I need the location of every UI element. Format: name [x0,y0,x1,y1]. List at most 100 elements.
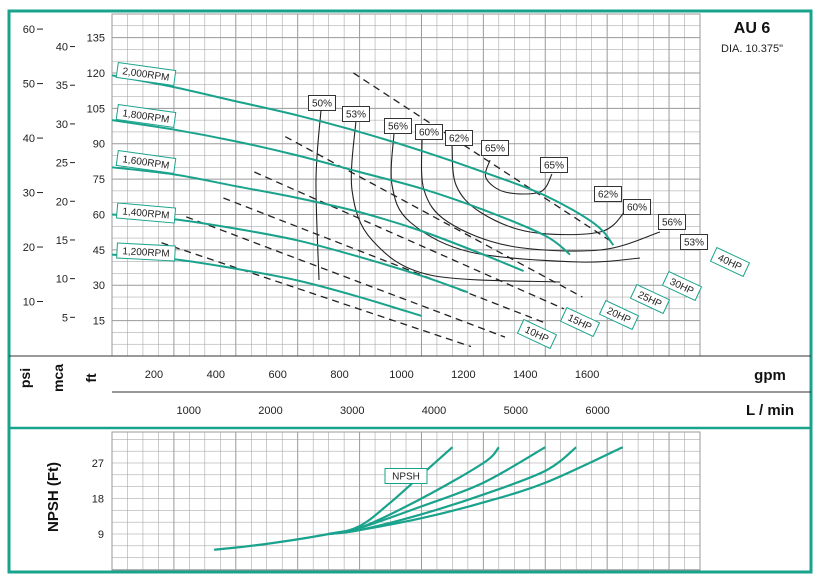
efficiency-label-text: 62% [598,190,618,201]
axis-ticks: 1351201059075604530154035302520151056050… [23,24,610,541]
mca-tick-label: 25 [56,158,68,170]
gpm-tick-label: 1200 [451,369,475,381]
rpm-label-text: 1,400RPM [122,206,170,221]
rpm-label: 1,200RPM [116,242,176,262]
efficiency-line [315,109,322,281]
ft-tick-label: 120 [87,68,105,80]
efficiency-label-box [540,157,568,173]
mca-tick-label: 30 [56,119,68,131]
efficiency-line [350,119,561,283]
npsh-curve-label: NPSH [384,468,428,484]
efficiency-label-text: 60% [419,128,439,139]
efficiency-label-text: 65% [544,161,564,172]
efficiency-label-box [623,199,651,215]
npsh-tick-label: 18 [92,494,104,506]
efficiency-label: 65% [481,140,509,156]
rpm-label-box [115,149,177,175]
power-line-label-box [598,299,640,331]
psi-tick-label: 20 [23,242,35,254]
efficiency-label: 65% [540,157,568,173]
power-line-label-box [709,246,751,278]
lmin-tick-label: 4000 [422,405,446,417]
efficiency-label-box [415,124,443,140]
efficiency-label: 62% [594,186,622,202]
mca-tick-label: 10 [56,274,68,286]
ft-tick-label: 45 [93,245,105,257]
efficiency-label: 53% [680,234,708,250]
efficiency-label-box [594,186,622,202]
npsh-curve-label-box [384,468,428,484]
psi-tick-label: 40 [23,133,35,145]
efficiency-label: 56% [384,118,412,134]
efficiency-label-box [658,214,686,230]
efficiency-label-text: 53% [346,110,366,121]
efficiency-label-text: 62% [449,134,469,145]
efficiency-label-box [342,106,370,122]
rpm-curve [111,166,524,273]
power-line [161,242,472,348]
power-line-label-box [516,318,558,350]
ft-tick-label: 15 [93,316,105,328]
efficiency-label-box [680,234,708,250]
power-line [223,197,546,324]
lmin-tick-label: 1000 [177,405,201,417]
npsh-curve [328,446,624,536]
efficiency-label: 60% [623,199,651,215]
efficiency-label-box [384,118,412,134]
rpm-label: 2,000RPM [115,61,177,87]
rpm-label-text: 1,200RPM [122,246,170,259]
mca-tick-label: 15 [56,235,68,247]
efficiency-label-box [445,130,473,146]
rpm-label: 1,800RPM [115,103,177,129]
gpm-tick-label: 1600 [575,369,599,381]
power-lines [161,72,614,348]
npsh-tick-label: 9 [98,529,104,541]
gpm-tick-label: 1000 [389,369,413,381]
gpm-tick-label: 600 [269,369,287,381]
efficiency-label-text: 56% [388,122,408,133]
npsh-curve-label-text: NPSH [392,472,420,483]
lmin-tick-label: 2000 [258,405,282,417]
power-line-label-box [629,283,671,315]
rpm-label-box [116,242,176,262]
rpm-label-box [115,61,177,87]
lmin-tick-label: 5000 [504,405,528,417]
power-line [186,216,506,338]
npsh-tick-label: 27 [92,458,104,470]
rpm-label-box [115,103,177,129]
impeller-diameter: DIA. 10.375" [721,43,783,55]
chart-labels: 40HP30HP25HP20HP15HP10HP2,000RPM1,800RPM… [115,61,751,484]
efficiency-label: 53% [342,106,370,122]
ft-tick-label: 105 [87,103,105,115]
efficiency-label-text: 53% [684,238,704,249]
ft-tick-label: 75 [93,174,105,186]
rpm-label: 1,400RPM [115,202,177,224]
power-line [284,136,583,298]
ft-tick-label: 135 [87,33,105,45]
rpm-curve [111,119,571,256]
efficiency-label-box [481,140,509,156]
lmin-axis-label: L / min [746,402,794,419]
rpm-label: 1,600RPM [115,149,177,175]
psi-tick-label: 30 [23,188,35,200]
npsh-axis-label: NPSH (Ft) [45,462,62,532]
ft-axis-label: ft [83,373,99,383]
efficiency-label-text: 60% [627,203,647,214]
efficiency-label-text: 50% [312,99,332,110]
mca-tick-label: 35 [56,80,68,92]
rpm-curve [111,74,615,246]
lmin-tick-label: 6000 [585,405,609,417]
power-line [353,72,614,244]
model-name: AU 6 [734,20,771,37]
gpm-axis-label: gpm [754,367,786,384]
mca-tick-label: 40 [56,42,68,54]
lmin-tick-label: 3000 [340,405,364,417]
efficiency-line [390,132,641,263]
psi-axis-label: psi [17,368,33,388]
power-line-label-box [661,270,703,302]
power-line-label-box [559,306,601,338]
psi-tick-label: 50 [23,79,35,91]
ft-tick-label: 90 [93,139,105,151]
rpm-label-box [115,202,177,224]
